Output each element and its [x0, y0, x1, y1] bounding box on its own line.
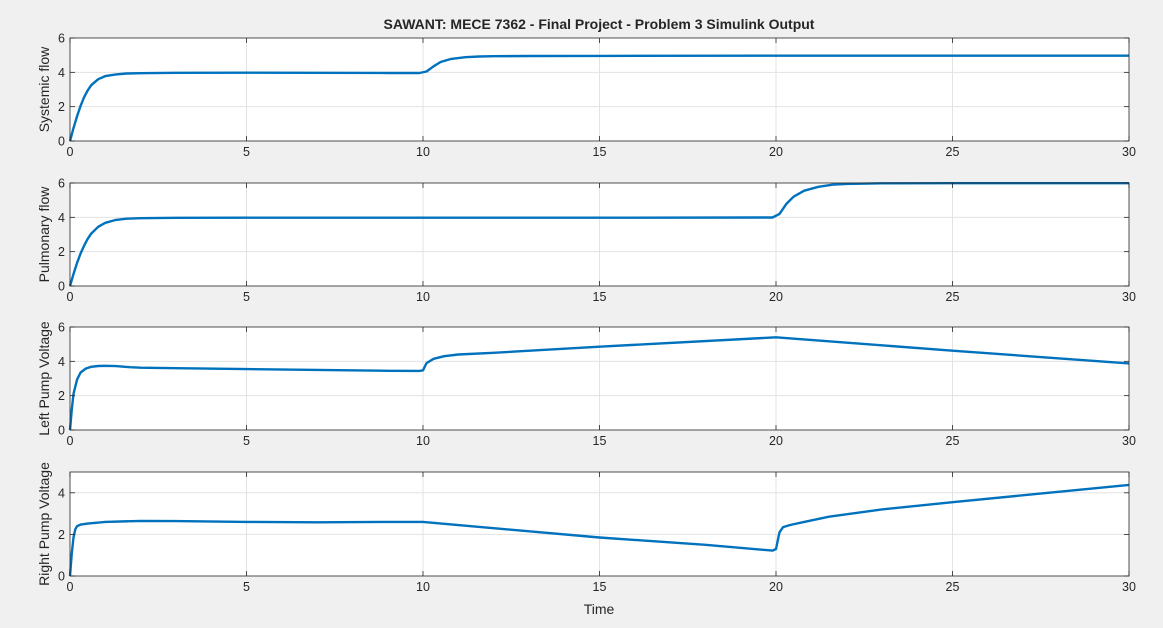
- x-tick-label: 30: [1122, 434, 1136, 448]
- y-tick-label: 4: [58, 486, 65, 500]
- x-tick-label: 0: [67, 434, 74, 448]
- y-axis-label: Left Pump Voltage: [36, 321, 52, 436]
- y-axis-label: Right Pump Voltage: [36, 462, 52, 586]
- x-tick-label: 10: [416, 580, 430, 594]
- x-tick-label: 20: [769, 434, 783, 448]
- x-tick-label: 0: [67, 290, 74, 304]
- x-tick-label: 30: [1122, 580, 1136, 594]
- y-tick-label: 6: [58, 177, 65, 191]
- x-tick-label: 10: [416, 145, 430, 159]
- series-line: [68, 182, 1129, 287]
- y-tick-label: 2: [58, 389, 65, 403]
- series-line: [68, 483, 1130, 577]
- y-tick-label: 0: [58, 570, 65, 584]
- figure-title: SAWANT: MECE 7362 - Final Project - Prob…: [384, 16, 815, 32]
- y-tick-label: 6: [58, 321, 65, 335]
- x-tick-label: 5: [243, 580, 250, 594]
- y-tick-label: 0: [58, 135, 65, 149]
- x-tick-label: 25: [946, 290, 960, 304]
- series-line: [68, 336, 1130, 431]
- y-tick-label: 4: [58, 355, 65, 369]
- subplot-1: 0 5 10 15 20 25 30 0 2 4 6 Systemic flow: [36, 32, 1136, 160]
- x-tick-label: 20: [769, 290, 783, 304]
- y-tick-label: 6: [58, 32, 65, 46]
- subplot-3: 0 5 10 15 20 25 30 0 2 4 6 Left Pump Voltage: [36, 321, 1136, 449]
- subplot-2: 0 5 10 15 20 25 30 0 2 4 6 Pulmonary flow: [36, 177, 1136, 305]
- y-tick-label: 4: [58, 66, 65, 80]
- subplot-4: 0 5 10 15 20 25 30 0 2 4 Right Pump Voltage: [36, 462, 1136, 594]
- x-tick-label: 25: [946, 145, 960, 159]
- x-tick-label: 5: [243, 290, 250, 304]
- x-tick-label: 5: [243, 434, 250, 448]
- y-tick-label: 4: [58, 211, 65, 225]
- y-axis-label: Systemic flow: [36, 46, 52, 132]
- x-tick-label: 15: [593, 434, 607, 448]
- y-tick-label: 0: [58, 424, 65, 438]
- y-tick-label: 2: [58, 528, 65, 542]
- x-tick-label: 0: [67, 580, 74, 594]
- x-tick-label: 30: [1122, 145, 1136, 159]
- x-tick-label: 10: [416, 290, 430, 304]
- y-axis-label: Pulmonary flow: [36, 186, 52, 283]
- x-tick-label: 25: [946, 580, 960, 594]
- x-tick-label: 0: [67, 145, 74, 159]
- x-axis-label: Time: [584, 601, 615, 617]
- x-tick-label: 15: [593, 290, 607, 304]
- x-tick-label: 5: [243, 145, 250, 159]
- x-tick-label: 10: [416, 434, 430, 448]
- x-tick-label: 20: [769, 580, 783, 594]
- x-tick-label: 15: [593, 145, 607, 159]
- y-tick-label: 0: [58, 280, 65, 294]
- y-tick-label: 2: [58, 245, 65, 259]
- x-tick-label: 30: [1122, 290, 1136, 304]
- x-tick-label: 20: [769, 145, 783, 159]
- x-tick-label: 15: [593, 580, 607, 594]
- y-tick-label: 2: [58, 100, 65, 114]
- series-line: [68, 54, 1129, 142]
- x-tick-label: 25: [946, 434, 960, 448]
